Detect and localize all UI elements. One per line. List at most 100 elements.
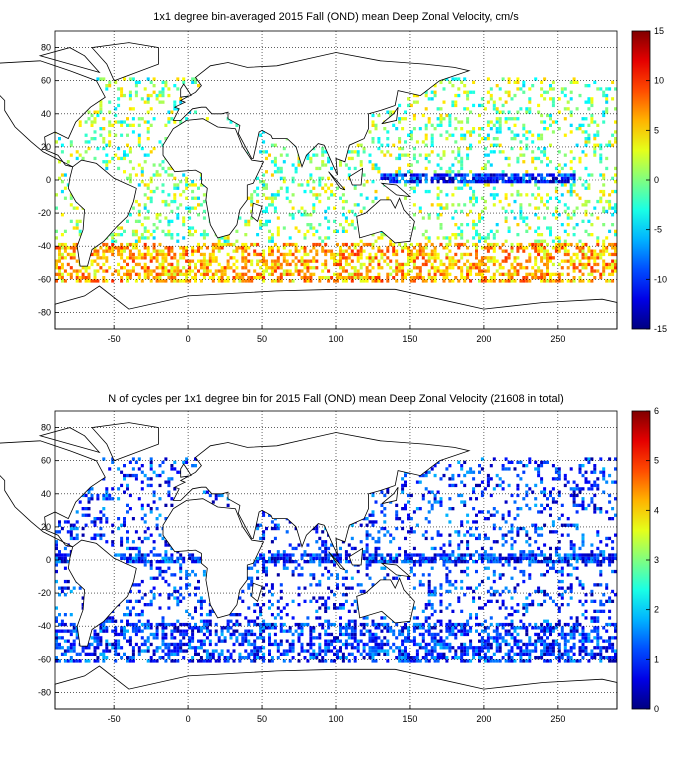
data-cell bbox=[371, 649, 375, 653]
data-cell bbox=[214, 269, 218, 273]
data-cell bbox=[549, 84, 552, 88]
data-cell bbox=[324, 639, 328, 643]
data-cell bbox=[276, 256, 280, 260]
data-cell bbox=[427, 649, 431, 653]
data-cell bbox=[330, 589, 334, 594]
data-cell bbox=[194, 556, 197, 560]
data-cell bbox=[478, 646, 481, 650]
data-cell bbox=[336, 186, 339, 190]
data-cell bbox=[466, 183, 470, 187]
data-cell bbox=[185, 583, 189, 587]
data-cell bbox=[137, 613, 141, 617]
data-cell bbox=[173, 196, 177, 200]
data-cell bbox=[344, 560, 348, 564]
data-cell bbox=[60, 636, 64, 640]
data-cell bbox=[247, 576, 251, 580]
data-cell bbox=[164, 80, 168, 84]
data-cell bbox=[182, 272, 186, 276]
data-cell bbox=[223, 239, 227, 243]
data-cell bbox=[188, 556, 192, 560]
data-cell bbox=[256, 656, 260, 660]
data-cell bbox=[516, 242, 520, 247]
data-cell bbox=[294, 226, 298, 230]
data-cell bbox=[111, 646, 115, 650]
data-cell bbox=[377, 146, 381, 151]
data-cell bbox=[436, 107, 440, 111]
data-cell bbox=[197, 586, 200, 590]
land-shape bbox=[381, 106, 399, 125]
data-cell bbox=[584, 130, 588, 134]
data-cell bbox=[495, 556, 499, 560]
data-cell bbox=[599, 143, 603, 147]
data-cell bbox=[327, 276, 331, 280]
data-cell bbox=[469, 262, 473, 267]
data-cell bbox=[149, 626, 153, 630]
data-cell bbox=[309, 632, 313, 637]
data-cell bbox=[232, 659, 236, 663]
data-cell bbox=[359, 632, 363, 637]
data-cell bbox=[167, 166, 171, 171]
data-cell bbox=[155, 566, 159, 570]
data-cell bbox=[454, 140, 458, 144]
data-cell bbox=[578, 127, 582, 131]
data-cell bbox=[140, 622, 144, 627]
data-cell bbox=[448, 166, 452, 171]
data-cell bbox=[516, 110, 520, 114]
data-cell bbox=[566, 556, 570, 560]
data-cell bbox=[374, 639, 378, 643]
data-cell bbox=[389, 272, 393, 276]
data-cell bbox=[466, 90, 470, 94]
data-cell bbox=[161, 560, 165, 564]
data-cell bbox=[463, 659, 467, 663]
data-cell bbox=[120, 646, 124, 650]
data-cell bbox=[486, 649, 490, 653]
data-cell bbox=[504, 642, 508, 647]
data-cell bbox=[262, 659, 266, 663]
data-cell bbox=[353, 213, 357, 217]
data-cell bbox=[412, 256, 416, 260]
data-cell bbox=[451, 656, 455, 660]
data-cell bbox=[344, 569, 348, 574]
data-cell bbox=[421, 560, 425, 564]
y-tick-label: 40 bbox=[41, 109, 51, 119]
data-cell bbox=[111, 642, 115, 647]
data-cell bbox=[176, 629, 180, 633]
colorbar-tick-label: -15 bbox=[654, 324, 667, 334]
data-cell bbox=[395, 252, 399, 257]
data-cell bbox=[105, 84, 109, 88]
data-cell bbox=[149, 259, 153, 263]
data-cell bbox=[407, 262, 410, 267]
data-cell bbox=[451, 77, 455, 81]
data-cell bbox=[448, 259, 452, 263]
data-cell bbox=[161, 649, 165, 653]
data-cell bbox=[173, 622, 177, 627]
data-cell bbox=[58, 642, 61, 647]
data-cell bbox=[170, 233, 174, 237]
data-cell bbox=[191, 646, 195, 650]
data-cell bbox=[170, 556, 174, 560]
data-cell bbox=[105, 249, 109, 253]
data-cell bbox=[288, 272, 292, 276]
data-cell bbox=[448, 560, 452, 564]
data-cell bbox=[146, 639, 150, 643]
data-cell bbox=[495, 110, 499, 114]
data-cell bbox=[377, 279, 381, 283]
data-cell bbox=[327, 226, 331, 230]
data-cell bbox=[445, 560, 449, 564]
data-cell bbox=[412, 639, 416, 643]
data-cell bbox=[614, 636, 617, 640]
data-cell bbox=[250, 652, 254, 656]
data-cell bbox=[126, 219, 129, 223]
data-cell bbox=[469, 556, 473, 560]
data-cell bbox=[270, 160, 274, 164]
data-cell bbox=[412, 629, 416, 633]
data-cell bbox=[424, 659, 428, 663]
data-cell bbox=[415, 183, 419, 187]
data-cell bbox=[333, 279, 336, 283]
data-cell bbox=[279, 279, 283, 283]
data-cell bbox=[498, 266, 502, 270]
data-cell bbox=[504, 556, 508, 560]
data-cell bbox=[614, 249, 617, 253]
data-cell bbox=[205, 613, 209, 617]
data-cell bbox=[146, 229, 150, 233]
